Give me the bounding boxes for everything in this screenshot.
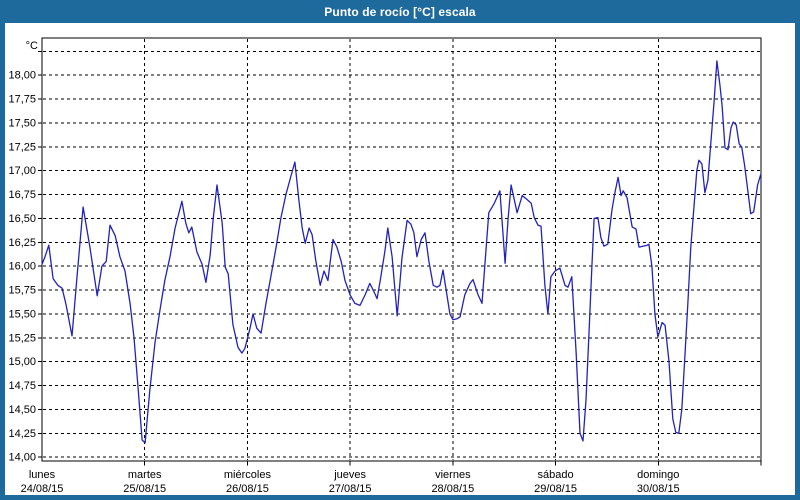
y-tick-label: 15,25 (8, 332, 36, 344)
y-tick-label: 18,00 (8, 70, 36, 82)
y-tick-label: 14,75 (8, 380, 36, 392)
y-tick-label: 14,50 (8, 404, 36, 416)
chart-gridlines (43, 39, 760, 460)
y-tick-label: 16,00 (8, 261, 36, 273)
chart-axis-labels: 14,00 14,25 14,50 14,75 15,00 15,25 15,50 15,75… (8, 40, 679, 495)
y-tick-label: 17,50 (8, 117, 36, 129)
window-title: Punto de rocío [°C] escala (324, 4, 476, 19)
chart-series (41, 60, 762, 444)
x-date-label: 27/08/15 (329, 483, 372, 495)
plot-frame (41, 37, 762, 462)
y-tick-label: 14,25 (8, 428, 36, 440)
dew-point-chart: 14,00 14,25 14,50 14,75 15,00 15,25 15,50 15,75… (8, 37, 762, 495)
y-tick-label: 16,50 (8, 213, 36, 225)
x-date-label: 28/08/15 (431, 483, 474, 495)
x-day-label: miércoles (224, 469, 272, 481)
x-day-label: sábado (538, 469, 574, 481)
dew-point-line (41, 60, 762, 444)
x-date-label: 25/08/15 (123, 483, 166, 495)
y-axis-unit-label: °C (26, 40, 38, 52)
y-tick-label: 15,50 (8, 308, 36, 320)
x-date-label: 29/08/15 (534, 483, 577, 495)
title-bar[interactable]: Punto de rocío [°C] escala (0, 0, 800, 23)
y-tick-label: 15,75 (8, 285, 36, 297)
x-day-label: viernes (435, 469, 471, 481)
chart-area: 14,00 14,25 14,50 14,75 15,00 15,25 15,50 15,75… (5, 23, 795, 495)
x-day-label: domingo (637, 469, 679, 481)
y-tick-label: 16,75 (8, 189, 36, 201)
x-day-label: jueves (333, 469, 366, 481)
chart-axes (38, 37, 762, 466)
y-tick-label: 16,25 (8, 237, 36, 249)
y-tick-label: 17,25 (8, 141, 36, 153)
x-date-label: 30/08/15 (637, 483, 680, 495)
x-day-label: martes (128, 469, 162, 481)
x-day-label: lunes (29, 469, 56, 481)
y-tick-label: 17,75 (8, 94, 36, 106)
y-tick-label: 17,00 (8, 165, 36, 177)
x-date-label: 24/08/15 (21, 483, 64, 495)
y-tick-label: 15,00 (8, 356, 36, 368)
y-tick-label: 14,00 (8, 452, 36, 464)
x-date-label: 26/08/15 (226, 483, 269, 495)
